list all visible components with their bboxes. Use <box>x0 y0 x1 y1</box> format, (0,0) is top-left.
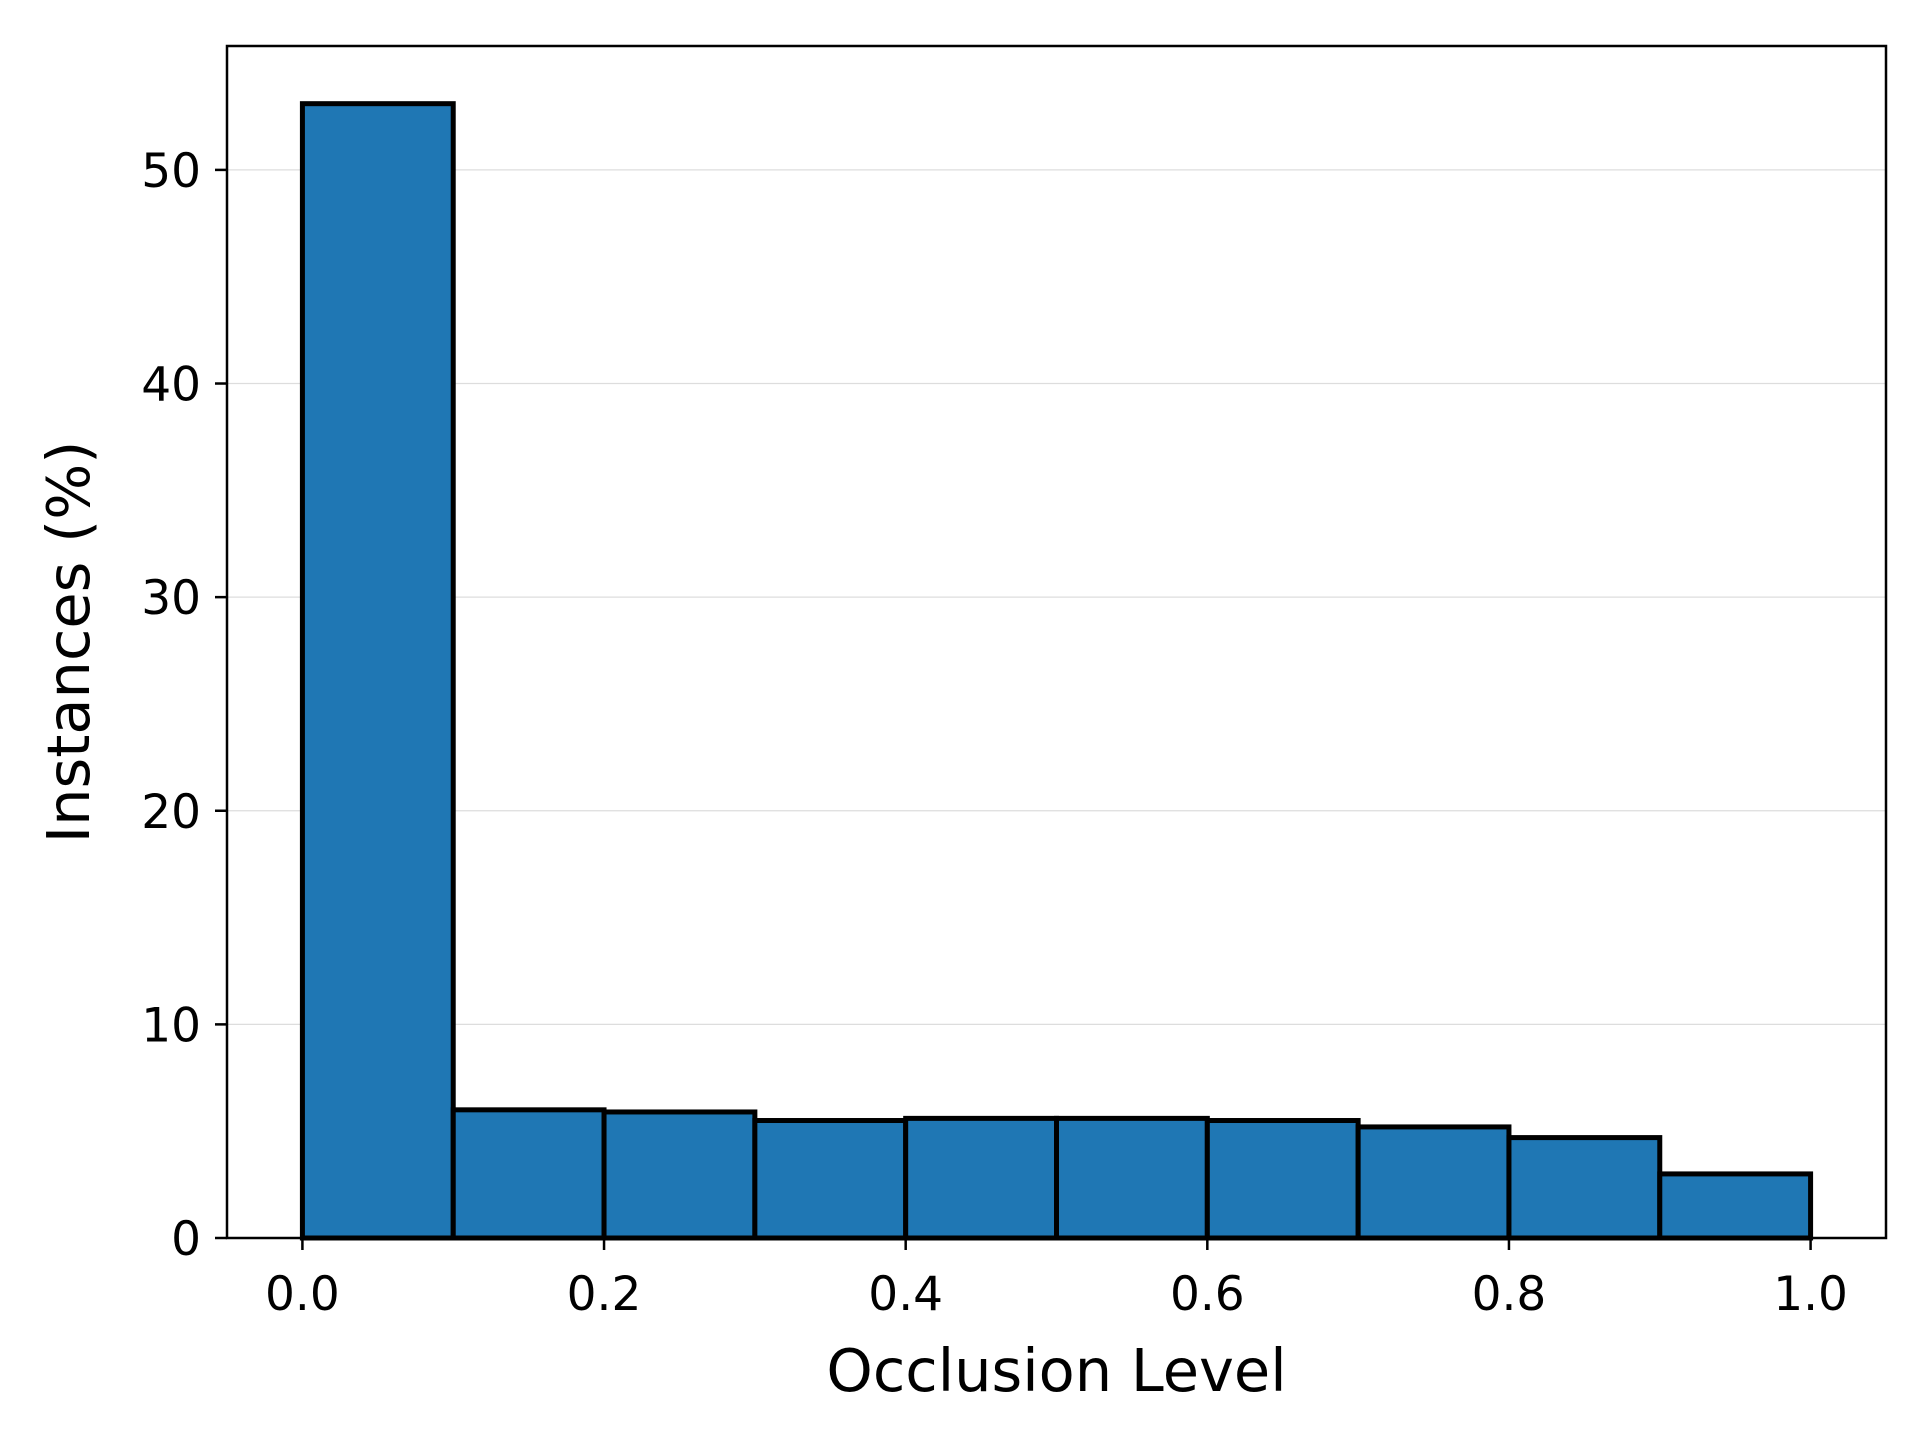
x-tick-label-4: 0.8 <box>1472 1267 1547 1322</box>
histogram-bar-2 <box>601 1109 758 1241</box>
x-tick-label-5: 1.0 <box>1773 1267 1848 1322</box>
histogram-bar-5 <box>1054 1115 1210 1241</box>
y-tick-label-2: 20 <box>141 785 201 840</box>
x-axis-ticks: 0.0 0.2 0.4 0.6 0.8 1.0 <box>265 1238 1848 1322</box>
histogram-bar-6 <box>1204 1118 1361 1241</box>
y-tick-label-0: 0 <box>171 1212 201 1267</box>
histogram-bar-8 <box>1506 1135 1663 1241</box>
y-tick-label-1: 10 <box>141 998 201 1053</box>
y-tick-label-5: 50 <box>141 144 201 199</box>
histogram-bar-9 <box>1657 1171 1814 1241</box>
histogram-bar-7 <box>1355 1124 1512 1241</box>
histogram-bar-1 <box>450 1107 607 1241</box>
y-axis-title: Instances (%) <box>34 441 103 844</box>
x-tick-label-0: 0.0 <box>265 1267 340 1322</box>
histogram-bar-3 <box>752 1118 909 1241</box>
histogram-bars <box>299 101 1814 1241</box>
plot-frame <box>225 44 1888 1240</box>
x-axis-title: Occlusion Level <box>826 1336 1286 1405</box>
y-tick-label-3: 30 <box>141 571 201 626</box>
histogram-bar-4 <box>903 1115 1059 1241</box>
histogram-bar-0 <box>299 101 456 1241</box>
x-tick-label-1: 0.2 <box>567 1267 642 1322</box>
x-tick-label-3: 0.6 <box>1170 1267 1245 1322</box>
y-tick-label-4: 40 <box>141 358 201 413</box>
x-tick-label-2: 0.4 <box>868 1267 943 1322</box>
y-axis-ticks: 0 10 20 30 40 50 <box>141 144 227 1267</box>
